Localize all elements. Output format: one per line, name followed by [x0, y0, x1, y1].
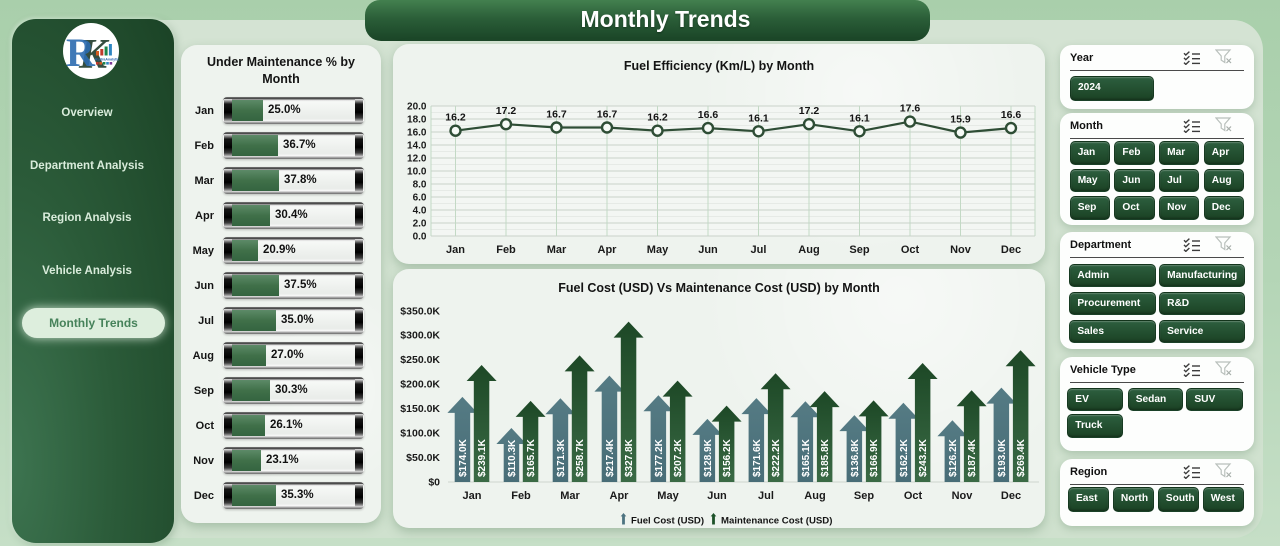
- svg-text:$187.4K: $187.4K: [967, 438, 978, 477]
- svg-text:$217.4K: $217.4K: [605, 438, 616, 477]
- svg-text:$110.3K: $110.3K: [507, 439, 518, 477]
- svg-text:Mar: Mar: [547, 244, 567, 256]
- svg-text:16.7: 16.7: [546, 109, 567, 121]
- svg-text:$207.2K: $207.2K: [673, 438, 684, 477]
- svg-text:18.0: 18.0: [407, 115, 427, 126]
- svg-text:Dec: Dec: [1001, 490, 1021, 502]
- svg-text:$165.1K: $165.1K: [801, 438, 812, 477]
- svg-text:Apr: Apr: [598, 244, 618, 256]
- svg-text:16.2: 16.2: [647, 112, 668, 124]
- svg-text:$162.2K: $162.2K: [899, 438, 910, 477]
- svg-text:Feb: Feb: [496, 244, 516, 256]
- svg-text:$193.0K: $193.0K: [997, 438, 1008, 477]
- svg-text:May: May: [647, 244, 669, 256]
- svg-text:16.6: 16.6: [1001, 109, 1022, 121]
- svg-text:Mar: Mar: [560, 490, 580, 502]
- svg-text:Feb: Feb: [511, 490, 531, 502]
- svg-text:$200.0K: $200.0K: [400, 379, 440, 391]
- svg-text:$177.2K: $177.2K: [654, 438, 665, 477]
- svg-text:4.0: 4.0: [413, 206, 427, 217]
- svg-text:$136.8K: $136.8K: [850, 438, 861, 477]
- svg-text:$150.0K: $150.0K: [400, 403, 440, 415]
- svg-text:$350.0K: $350.0K: [400, 305, 440, 317]
- svg-text:Nov: Nov: [952, 490, 974, 502]
- svg-text:$100.0K: $100.0K: [400, 428, 440, 440]
- svg-text:Jan: Jan: [463, 490, 482, 502]
- svg-text:Sep: Sep: [849, 244, 869, 256]
- svg-text:$50.0K: $50.0K: [406, 452, 440, 464]
- svg-text:16.7: 16.7: [597, 109, 618, 121]
- svg-text:Jan: Jan: [446, 244, 465, 256]
- svg-text:12.0: 12.0: [407, 154, 427, 165]
- svg-text:20.0: 20.0: [407, 102, 427, 113]
- svg-text:$258.7K: $258.7K: [575, 438, 586, 477]
- svg-text:16.1: 16.1: [849, 112, 870, 124]
- svg-text:Apr: Apr: [610, 490, 630, 502]
- svg-text:$185.8K: $185.8K: [820, 438, 831, 477]
- svg-text:Jun: Jun: [698, 244, 718, 256]
- svg-text:Oct: Oct: [904, 490, 923, 502]
- svg-text:0.0: 0.0: [413, 232, 427, 243]
- svg-text:$165.7K: $165.7K: [526, 438, 537, 477]
- svg-text:Jul: Jul: [758, 490, 774, 502]
- svg-text:Maintenance Cost (USD): Maintenance Cost (USD): [721, 516, 832, 527]
- svg-text:$250.0K: $250.0K: [400, 354, 440, 366]
- svg-text:RudraAnalytics: RudraAnalytics: [95, 58, 119, 62]
- svg-text:16.6: 16.6: [698, 109, 719, 121]
- svg-text:$300.0K: $300.0K: [400, 330, 440, 342]
- svg-text:$128.9K: $128.9K: [703, 438, 714, 477]
- svg-text:$0: $0: [428, 477, 440, 489]
- svg-text:16.1: 16.1: [748, 112, 769, 124]
- svg-text:$269.4K: $269.4K: [1016, 438, 1027, 477]
- svg-text:16.2: 16.2: [445, 112, 466, 124]
- svg-text:17.2: 17.2: [496, 105, 517, 117]
- svg-text:$171.6K: $171.6K: [752, 438, 763, 477]
- svg-text:$126.2K: $126.2K: [948, 438, 959, 477]
- svg-text:Dec: Dec: [1001, 244, 1021, 256]
- svg-text:17.2: 17.2: [799, 105, 820, 117]
- svg-text:May: May: [657, 490, 679, 502]
- svg-text:15.9: 15.9: [950, 114, 971, 126]
- svg-text:$166.9K: $166.9K: [869, 438, 880, 477]
- svg-text:Jun: Jun: [707, 490, 727, 502]
- svg-text:2.0: 2.0: [413, 219, 427, 230]
- svg-text:Jul: Jul: [751, 244, 767, 256]
- svg-text:10.0: 10.0: [407, 167, 427, 178]
- svg-text:Nov: Nov: [950, 244, 972, 256]
- svg-text:$174.0K: $174.0K: [458, 438, 469, 477]
- svg-text:6.0: 6.0: [413, 193, 427, 204]
- svg-text:$327.8K: $327.8K: [624, 438, 635, 477]
- svg-text:Aug: Aug: [804, 490, 825, 502]
- svg-text:$222.2K: $222.2K: [771, 438, 782, 477]
- svg-text:16.0: 16.0: [407, 128, 427, 139]
- svg-text:Aug: Aug: [798, 244, 819, 256]
- svg-text:$171.3K: $171.3K: [556, 438, 567, 477]
- svg-text:R: R: [66, 30, 96, 75]
- svg-text:$239.1K: $239.1K: [477, 438, 488, 477]
- svg-text:Sep: Sep: [854, 490, 874, 502]
- svg-text:8.0: 8.0: [413, 180, 427, 191]
- svg-text:17.6: 17.6: [900, 103, 921, 115]
- svg-text:Oct: Oct: [901, 244, 920, 256]
- svg-text:$156.2K: $156.2K: [722, 438, 733, 477]
- svg-text:$243.2K: $243.2K: [918, 438, 929, 477]
- svg-text:14.0: 14.0: [407, 141, 427, 152]
- svg-text:Fuel Cost (USD): Fuel Cost (USD): [631, 516, 704, 527]
